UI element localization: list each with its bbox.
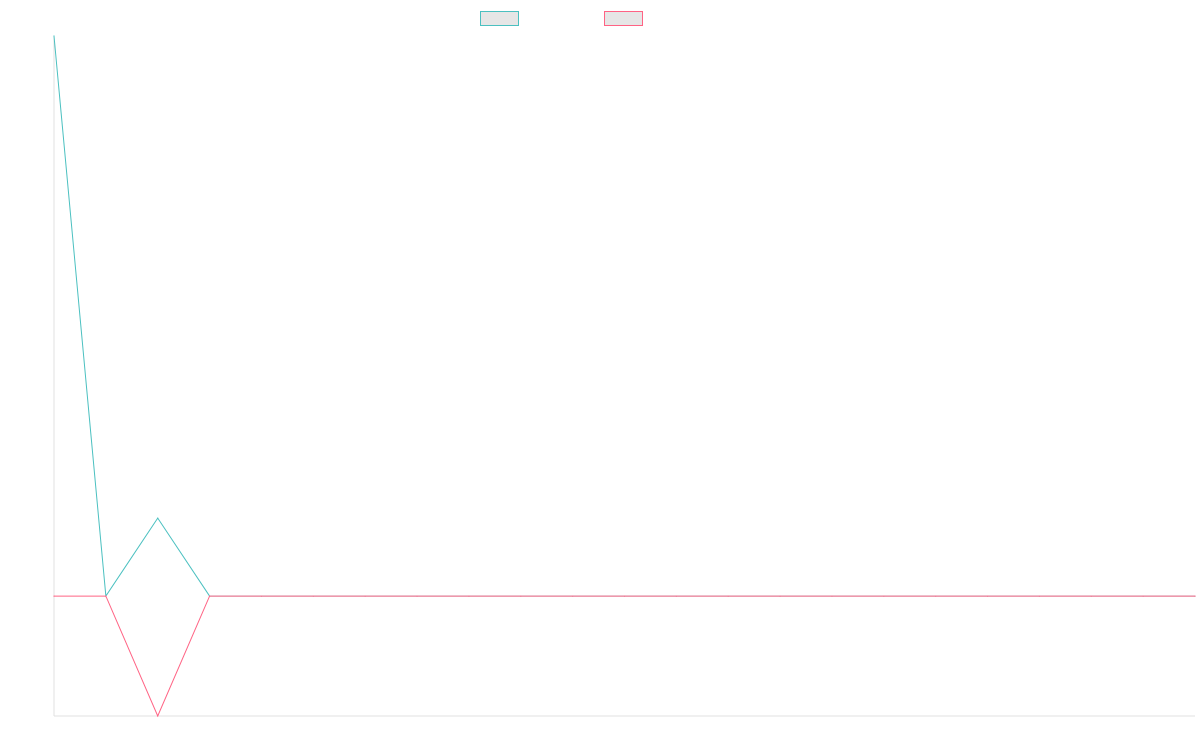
data-point-series-1-0[interactable] bbox=[53, 35, 55, 37]
data-point-series-2-22[interactable] bbox=[1194, 595, 1196, 597]
series-line-2 bbox=[54, 595, 1195, 718]
data-point-series-2-16[interactable] bbox=[883, 595, 885, 597]
legend-item-series-1[interactable] bbox=[480, 9, 525, 27]
data-point-series-1-2[interactable] bbox=[157, 517, 159, 519]
data-point-series-2-6[interactable] bbox=[364, 595, 366, 597]
data-point-series-2-18[interactable] bbox=[986, 595, 989, 597]
data-point-series-2-0[interactable] bbox=[53, 595, 55, 597]
data-point-series-2-12[interactable] bbox=[675, 595, 677, 597]
series-line-1 bbox=[53, 35, 1195, 598]
data-point-series-2-21[interactable] bbox=[1142, 595, 1144, 597]
data-point-series-2-1[interactable] bbox=[105, 595, 107, 597]
chart-legend bbox=[0, 9, 1200, 27]
data-point-series-2-7[interactable] bbox=[416, 595, 418, 597]
legend-swatch-series-1 bbox=[480, 10, 519, 26]
data-point-series-2-10[interactable] bbox=[572, 595, 574, 597]
data-point-series-2-15[interactable] bbox=[831, 595, 833, 597]
data-point-series-2-2[interactable] bbox=[157, 715, 159, 717]
data-point-series-2-20[interactable] bbox=[1090, 595, 1092, 597]
data-point-series-2-4[interactable] bbox=[260, 595, 263, 597]
data-point-series-2-8[interactable] bbox=[468, 595, 470, 597]
data-point-series-2-11[interactable] bbox=[623, 595, 626, 597]
data-point-series-2-3[interactable] bbox=[208, 595, 211, 597]
legend-item-series-2[interactable] bbox=[604, 9, 649, 27]
legend-swatch-series-2 bbox=[604, 10, 643, 26]
data-point-series-2-17[interactable] bbox=[935, 595, 937, 597]
data-point-series-2-5[interactable] bbox=[312, 595, 314, 597]
data-point-series-2-9[interactable] bbox=[520, 595, 522, 597]
data-point-series-2-13[interactable] bbox=[727, 595, 729, 597]
data-point-series-2-14[interactable] bbox=[779, 595, 781, 597]
data-point-series-2-19[interactable] bbox=[1038, 595, 1041, 597]
series-layer bbox=[53, 35, 1196, 718]
